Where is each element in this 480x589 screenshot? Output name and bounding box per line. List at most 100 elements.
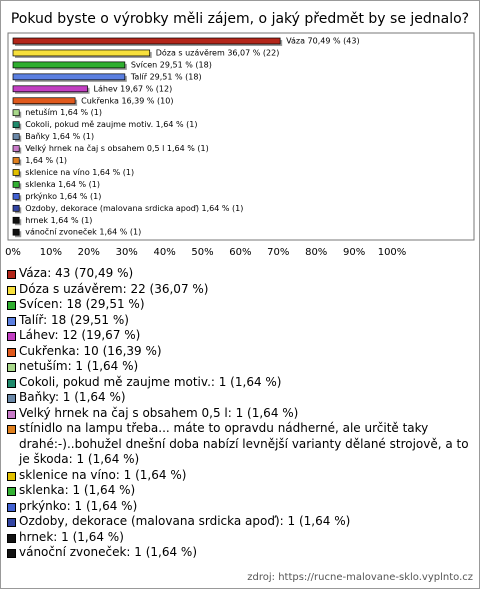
legend-swatch xyxy=(7,487,16,496)
legend-swatch xyxy=(7,471,16,481)
bar-label: vánoční zvoneček 1,64 % (1) xyxy=(25,227,141,237)
x-tick-label: 100% xyxy=(378,247,407,258)
bar xyxy=(12,49,151,57)
bar-label: Svícen 29,51 % (18) xyxy=(131,60,212,69)
bar xyxy=(12,121,20,129)
bar xyxy=(12,157,20,164)
bar xyxy=(12,181,20,188)
legend-item: Cukřenka: 10 (16,39 %) xyxy=(7,344,469,360)
bar xyxy=(12,216,20,224)
legend-swatch xyxy=(7,316,16,326)
legend-label: netuším: 1 (1,64 %) xyxy=(19,359,139,373)
bar xyxy=(12,169,20,176)
legend-label: sklenice na víno: 1 (1,64 %) xyxy=(19,467,187,482)
legend-item: Baňky: 1 (1,64 %) xyxy=(7,390,469,406)
bar xyxy=(12,204,20,212)
legend-swatch xyxy=(7,301,16,310)
bar-label: 1,64 % (1) xyxy=(25,156,67,165)
legend-label: Dóza s uzávěrem: 22 (36,07 %) xyxy=(19,281,209,296)
legend: Váza: 43 (70,49 %) Dóza s uzávěrem: 22 (3… xyxy=(7,266,469,561)
legend-item: vánoční zvoneček: 1 (1,64 %) xyxy=(7,545,469,561)
bar-label: Talíř 29,51 % (18) xyxy=(130,72,202,81)
legend-item: Velký hrnek na čaj s obsahem 0,5 l: 1 (1… xyxy=(7,406,469,422)
legend-label: Ozdoby, dekorace (malovana srdicka apoď)… xyxy=(19,514,351,528)
bar-label: Ozdoby, dekorace (malovana srdicka apoď)… xyxy=(25,204,243,213)
legend-item: Ozdoby, dekorace (malovana srdicka apoď)… xyxy=(7,514,469,530)
x-tick-label: 70% xyxy=(267,247,289,258)
bar-label: Váza 70,49 % (43) xyxy=(286,37,359,46)
x-tick-label: 30% xyxy=(116,247,138,258)
bar xyxy=(12,61,126,69)
legend-label: Velký hrnek na čaj s obsahem 0,5 l: 1 (1… xyxy=(19,405,299,420)
legend-item: Talíř: 18 (29,51 %) xyxy=(7,313,469,329)
legend-swatch xyxy=(7,425,16,434)
legend-swatch xyxy=(7,394,16,403)
legend-swatch xyxy=(7,332,16,341)
legend-swatch xyxy=(7,533,16,543)
bar xyxy=(12,37,281,45)
chart: Pokud byste o výrobky měli zájem, o jaký… xyxy=(5,11,475,258)
legend-swatch xyxy=(7,270,16,279)
bar xyxy=(12,109,20,117)
bar xyxy=(12,145,20,152)
plot-frame xyxy=(7,32,475,241)
legend-swatch xyxy=(7,409,16,419)
legend-item: prkýnko: 1 (1,64 %) xyxy=(7,499,469,515)
bar-label: sklenice na víno 1,64 % (1) xyxy=(25,168,134,177)
legend-item: sklenka: 1 (1,64 %) xyxy=(7,483,469,499)
legend-swatch xyxy=(7,502,16,512)
legend-swatch xyxy=(7,363,16,372)
x-tick-label: 10% xyxy=(40,247,62,258)
legend-swatch xyxy=(7,347,16,357)
legend-label: Láhev: 12 (19,67 %) xyxy=(19,328,141,342)
bar xyxy=(12,85,88,93)
x-tick-label: 90% xyxy=(343,247,365,258)
legend-label: Svícen: 18 (29,51 %) xyxy=(19,297,145,311)
legend-label: Cukřenka: 10 (16,39 %) xyxy=(19,343,162,358)
x-tick-label: 80% xyxy=(305,247,327,258)
legend-item: Dóza s uzávěrem: 22 (36,07 %) xyxy=(7,282,469,298)
bar-label: Cokoli, pokud mě zaujme motiv. 1,64 % (1… xyxy=(25,120,197,129)
bar xyxy=(12,133,20,140)
legend-swatch xyxy=(7,378,16,388)
legend-label: Talíř: 18 (29,51 %) xyxy=(19,312,129,327)
legend-item: netuším: 1 (1,64 %) xyxy=(7,359,469,375)
legend-swatch xyxy=(7,285,16,295)
legend-item: Láhev: 12 (19,67 %) xyxy=(7,328,469,344)
bar-label: netuším 1,64 % (1) xyxy=(25,107,102,117)
bar-label: prkýnko 1,64 % (1) xyxy=(25,192,101,201)
legend-label: Váza: 43 (70,49 %) xyxy=(19,266,134,280)
chart-title: Pokud byste o výrobky měli zájem, o jaký… xyxy=(11,11,469,27)
bar-label: Baňky 1,64 % (1) xyxy=(25,131,94,141)
bar-label: Dóza s uzávěrem 36,07 % (22) xyxy=(156,47,280,57)
legend-label: stínidlo na lampu třeba... máte to oprav… xyxy=(19,421,469,466)
legend-label: hrnek: 1 (1,64 %) xyxy=(19,529,124,544)
legend-label: vánoční zvoneček: 1 (1,64 %) xyxy=(19,545,198,559)
bar xyxy=(12,73,126,81)
legend-item: sklenice na víno: 1 (1,64 %) xyxy=(7,468,469,484)
legend-item: Cokoli, pokud mě zaujme motiv.: 1 (1,64 … xyxy=(7,375,469,391)
x-tick-label: 60% xyxy=(229,247,251,258)
legend-swatch xyxy=(7,549,16,558)
bar-label: Cukřenka 16,39 % (10) xyxy=(81,96,173,105)
x-tick-label: 40% xyxy=(153,247,175,258)
legend-label: prkýnko: 1 (1,64 %) xyxy=(19,498,138,513)
legend-label: sklenka: 1 (1,64 %) xyxy=(19,483,136,497)
bar-label: Láhev 19,67 % (12) xyxy=(94,84,173,93)
bar xyxy=(12,97,76,105)
source: zdroj: https://rucne-malovane-sklo.vypln… xyxy=(247,572,473,583)
legend-item: Svícen: 18 (29,51 %) xyxy=(7,297,469,313)
legend-label: Cokoli, pokud mě zaujme motiv.: 1 (1,64 … xyxy=(19,374,282,389)
bar-label: Velký hrnek na čaj s obsahem 0,5 l 1,64 … xyxy=(25,143,209,153)
bar xyxy=(12,193,20,200)
bar-label: hrnek 1,64 % (1) xyxy=(25,216,92,225)
legend-item: stínidlo na lampu třeba... máte to oprav… xyxy=(7,421,469,468)
bar-label: sklenka 1,64 % (1) xyxy=(25,180,100,189)
bar xyxy=(12,228,20,236)
legend-item: Váza: 43 (70,49 %) xyxy=(7,266,469,282)
x-tick-label: 20% xyxy=(78,247,100,258)
legend-label: Baňky: 1 (1,64 %) xyxy=(19,390,126,404)
legend-item: hrnek: 1 (1,64 %) xyxy=(7,530,469,546)
legend-swatch xyxy=(7,518,16,527)
